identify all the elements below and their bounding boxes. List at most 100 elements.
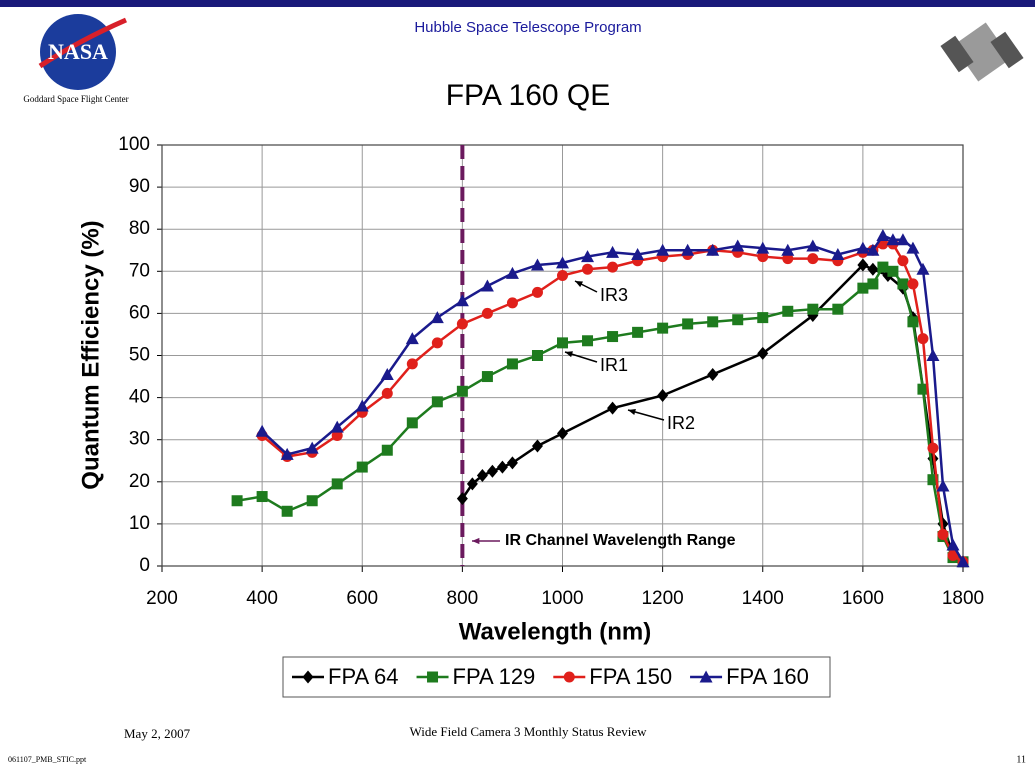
- y-tick-label: 60: [129, 302, 150, 323]
- marker: [886, 233, 900, 246]
- marker: [946, 538, 960, 551]
- y-tick-label: 100: [118, 134, 150, 155]
- marker: [505, 266, 519, 279]
- marker: [897, 255, 909, 267]
- marker: [607, 331, 619, 343]
- y-tick-label: 20: [129, 471, 150, 492]
- marker: [506, 358, 518, 370]
- marker: [430, 311, 444, 324]
- marker: [937, 528, 949, 540]
- marker: [707, 367, 719, 381]
- marker: [455, 294, 469, 307]
- marker: [707, 316, 719, 328]
- legend-label: FPA 129: [453, 664, 536, 689]
- marker: [781, 243, 795, 256]
- x-tick-label: 1000: [541, 588, 583, 609]
- top-bar: [0, 0, 1035, 7]
- marker: [682, 318, 694, 330]
- marker: [877, 261, 889, 273]
- marker: [481, 307, 493, 319]
- marker: [631, 247, 645, 260]
- marker: [431, 337, 443, 349]
- marker: [355, 399, 369, 412]
- marker: [496, 460, 508, 474]
- marker: [756, 241, 770, 254]
- annotation: IR2: [667, 413, 695, 433]
- logo-text: NASA: [48, 39, 108, 64]
- marker: [657, 322, 669, 334]
- series: [255, 229, 970, 568]
- header: Hubble Space Telescope Program: [414, 19, 641, 36]
- marker: [305, 441, 319, 454]
- marker: [867, 262, 879, 276]
- marker: [887, 265, 899, 277]
- marker: [481, 371, 493, 383]
- chart-title: FPA 160 QE: [446, 79, 611, 112]
- marker: [506, 297, 518, 309]
- marker: [731, 239, 745, 252]
- marker: [331, 478, 343, 490]
- marker: [531, 350, 543, 361]
- y-tick-label: 10: [129, 513, 150, 534]
- marker: [405, 332, 419, 345]
- center-name: Goddard Space Flight Center: [23, 94, 128, 104]
- marker: [681, 243, 695, 256]
- marker: [582, 335, 594, 347]
- marker: [927, 474, 939, 486]
- marker: [807, 253, 819, 265]
- annotation: IR3: [600, 285, 628, 305]
- marker: [356, 461, 368, 473]
- marker: [757, 251, 769, 263]
- y-tick-label: 70: [129, 260, 150, 281]
- x-tick-label: 1600: [842, 588, 884, 609]
- marker: [255, 424, 269, 437]
- marker: [506, 456, 518, 470]
- legend-label: FPA 150: [589, 664, 672, 689]
- marker: [606, 245, 620, 258]
- marker: [807, 303, 819, 315]
- x-tick-label: 1400: [742, 588, 784, 609]
- marker: [380, 367, 394, 380]
- marker: [857, 282, 869, 294]
- arrow-head: [575, 281, 583, 288]
- marker: [936, 479, 950, 492]
- marker: [582, 263, 594, 275]
- y-tick-label: 0: [139, 555, 150, 576]
- marker: [867, 278, 879, 290]
- marker: [856, 241, 870, 254]
- arrow-head: [472, 537, 480, 545]
- file-name: 061107_PMB_STIC.ppt: [8, 755, 87, 764]
- marker: [381, 387, 393, 399]
- arrow-head: [565, 351, 573, 358]
- y-tick-label: 80: [129, 218, 150, 239]
- series: [256, 238, 969, 568]
- x-tick-label: 1200: [641, 588, 683, 609]
- marker: [480, 279, 494, 292]
- marker: [732, 314, 744, 326]
- x-axis-title: Wavelength (nm): [459, 618, 651, 645]
- marker: [897, 278, 909, 290]
- marker: [757, 312, 769, 324]
- marker: [557, 426, 568, 440]
- legend-marker: [302, 670, 314, 684]
- marker: [331, 429, 343, 441]
- footer: Wide Field Camera 3 Monthly Status Revie…: [409, 724, 647, 739]
- marker: [906, 241, 920, 254]
- marker: [956, 555, 970, 568]
- marker: [917, 383, 929, 395]
- marker: [456, 492, 468, 506]
- marker: [706, 243, 720, 256]
- marker: [757, 346, 769, 360]
- arrow-head: [628, 408, 636, 415]
- marker: [557, 270, 568, 282]
- legend-marker: [563, 671, 575, 683]
- page-number: 11: [1016, 754, 1026, 765]
- series: [456, 258, 969, 569]
- plot-frame: [161, 144, 964, 567]
- marker: [607, 261, 619, 273]
- marker: [806, 239, 820, 252]
- y-tick-label: 50: [129, 345, 150, 366]
- marker: [256, 491, 268, 503]
- marker: [406, 417, 418, 429]
- legend-marker: [427, 671, 439, 683]
